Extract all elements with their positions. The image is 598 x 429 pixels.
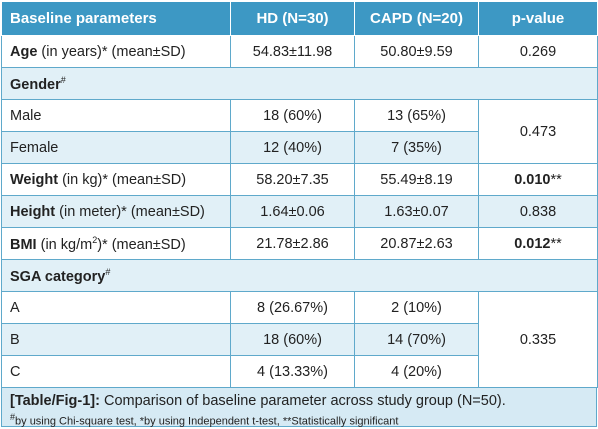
- header-hd: HD (N=30): [230, 1, 355, 36]
- table-row-male: Male 18 (60%) 13 (65%) 0.473: [1, 99, 598, 164]
- footnote-sup: #: [10, 412, 16, 422]
- table-row-female: Female 12 (40%) 7 (35%): [1, 131, 598, 164]
- table-row-c: C 4 (13.33%) 4 (20%): [1, 355, 598, 388]
- row-label-female: Female: [1, 131, 231, 164]
- label-name: Height: [10, 203, 56, 220]
- cell-capd: 50.80±9.59: [354, 35, 479, 68]
- significance-marker: **: [550, 235, 562, 252]
- row-label-sga: SGA category#: [1, 259, 598, 292]
- cell-capd: 2 (10%): [354, 291, 479, 324]
- cell-p-value-gender: 0.473: [478, 99, 598, 164]
- table-row-bmi: BMI (in kg/m2)* (mean±SD) 21.78±2.86 20.…: [1, 227, 598, 260]
- cell-p-value: 0.012**: [478, 227, 598, 260]
- label-name: BMI: [10, 236, 37, 253]
- caption-title-line: [Table/Fig-1]: Comparison of baseline pa…: [10, 392, 588, 410]
- cell-hd: 54.83±11.98: [230, 35, 355, 68]
- row-label-c: C: [1, 355, 231, 388]
- table-row-gender: Gender#: [1, 67, 598, 100]
- cell-hd: 12 (40%): [230, 131, 355, 164]
- label-name: Gender: [10, 76, 61, 93]
- cell-hd: 18 (60%): [230, 323, 355, 356]
- row-label-male: Male: [1, 99, 231, 132]
- table-row-height: Height (in meter)* (mean±SD) 1.64±0.06 1…: [1, 195, 598, 228]
- label-unit: (in meter)* (mean±SD): [55, 203, 205, 220]
- baseline-parameters-table: Baseline parameters HD (N=30) CAPD (N=20…: [1, 1, 598, 388]
- cell-hd: 1.64±0.06: [230, 195, 355, 228]
- significance-marker: **: [550, 171, 562, 188]
- cell-hd: 58.20±7.35: [230, 163, 355, 196]
- p-value-bold: 0.010: [514, 171, 551, 188]
- header-capd: CAPD (N=20): [354, 1, 479, 36]
- row-label-b: B: [1, 323, 231, 356]
- cell-hd: 18 (60%): [230, 99, 355, 132]
- table-header-row: Baseline parameters HD (N=30) CAPD (N=20…: [1, 1, 598, 36]
- cell-p-value: 0.269: [478, 35, 598, 68]
- cell-hd: 4 (13.33%): [230, 355, 355, 388]
- cell-hd: 8 (26.67%): [230, 291, 355, 324]
- header-baseline-parameters: Baseline parameters: [1, 1, 231, 36]
- figure-label: [Table/Fig-1]:: [10, 393, 100, 409]
- label-unit-sup: 2: [92, 234, 98, 245]
- label-unit-pre: (in kg/m: [36, 236, 93, 253]
- row-label-a: A: [1, 291, 231, 324]
- cell-capd: 7 (35%): [354, 131, 479, 164]
- label-name: Weight: [10, 171, 59, 188]
- cell-hd: 21.78±2.86: [230, 227, 355, 260]
- cell-p-value: 0.010**: [478, 163, 598, 196]
- cell-capd: 55.49±8.19: [354, 163, 479, 196]
- row-label-weight: Weight (in kg)* (mean±SD): [1, 163, 231, 196]
- label-name: Age: [10, 43, 38, 60]
- caption-footnote: #by using Chi-square test, *by using Ind…: [10, 410, 588, 429]
- label-unit: (in years)* (mean±SD): [37, 43, 186, 60]
- cell-capd: 4 (20%): [354, 355, 479, 388]
- cell-capd: 20.87±2.63: [354, 227, 479, 260]
- table-row-a: A 8 (26.67%) 2 (10%) 0.335: [1, 291, 598, 388]
- cell-capd: 14 (70%): [354, 323, 479, 356]
- row-label-age: Age (in years)* (mean±SD): [1, 35, 231, 68]
- label-unit: (in kg)* (mean±SD): [58, 171, 187, 188]
- label-sup: #: [60, 74, 66, 85]
- label-name: SGA category: [10, 268, 106, 285]
- row-label-gender: Gender#: [1, 67, 598, 100]
- footnote-text: by using Chi-square test, *by using Inde…: [15, 415, 399, 428]
- header-p-value: p-value: [478, 1, 598, 36]
- p-value-bold: 0.012: [514, 235, 551, 252]
- row-label-height: Height (in meter)* (mean±SD): [1, 195, 231, 228]
- cell-p-value-sga: 0.335: [478, 291, 598, 388]
- table-row-weight: Weight (in kg)* (mean±SD) 58.20±7.35 55.…: [1, 163, 598, 196]
- cell-capd: 13 (65%): [354, 99, 479, 132]
- table-row-sga: SGA category#: [1, 259, 598, 292]
- row-label-bmi: BMI (in kg/m2)* (mean±SD): [1, 227, 231, 260]
- label-unit-post: )* (mean±SD): [97, 236, 186, 253]
- caption-title: Comparison of baseline parameter across …: [99, 393, 506, 409]
- table-caption: [Table/Fig-1]: Comparison of baseline pa…: [1, 388, 597, 429]
- cell-p-value: 0.838: [478, 195, 598, 228]
- label-sup: #: [105, 266, 111, 277]
- table-row-age: Age (in years)* (mean±SD) 54.83±11.98 50…: [1, 35, 598, 68]
- cell-capd: 1.63±0.07: [354, 195, 479, 228]
